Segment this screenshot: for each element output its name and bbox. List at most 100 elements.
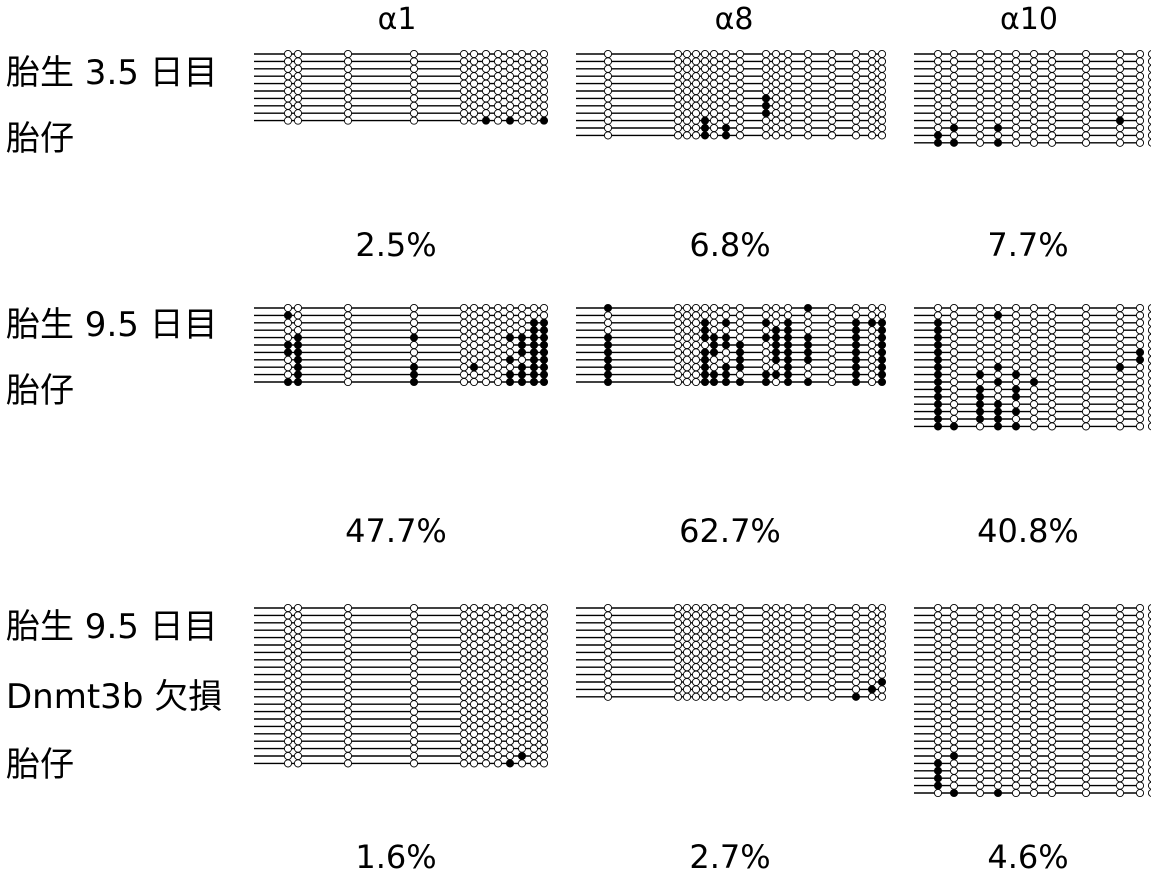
unmethylated-cpg (1047, 116, 1057, 125)
unmethylated-cpg (1135, 751, 1145, 761)
unmethylated-cpg (949, 340, 959, 350)
unmethylated-cpg (827, 333, 837, 342)
unmethylated-cpg (877, 655, 887, 664)
unmethylated-cpg (735, 326, 745, 335)
unmethylated-cpg (827, 377, 837, 387)
unmethylated-cpg (1047, 86, 1057, 96)
unmethylated-cpg (1011, 57, 1021, 66)
unmethylated-cpg (481, 603, 491, 613)
unmethylated-cpg (409, 64, 419, 73)
unmethylated-cpg (517, 670, 527, 679)
methylated-cpg (293, 363, 303, 372)
unmethylated-cpg (721, 311, 731, 320)
unmethylated-cpg (459, 311, 469, 320)
unmethylated-cpg (691, 670, 701, 679)
unmethylated-cpg (933, 744, 943, 753)
unmethylated-cpg (539, 109, 549, 118)
unmethylated-cpg (721, 648, 731, 657)
unmethylated-cpg (975, 94, 985, 103)
methylated-cpg (975, 407, 985, 416)
unmethylated-cpg (1147, 744, 1151, 753)
methylated-cpg (517, 363, 527, 372)
unmethylated-cpg (469, 700, 479, 709)
unmethylated-cpg (735, 648, 745, 657)
unmethylated-cpg (1135, 303, 1145, 313)
unmethylated-cpg (867, 640, 877, 650)
unmethylated-cpg (459, 116, 469, 125)
unmethylated-cpg (1115, 670, 1125, 679)
unmethylated-cpg (867, 648, 877, 657)
unmethylated-cpg (1135, 663, 1145, 672)
unmethylated-cpg (993, 685, 1003, 694)
unmethylated-cpg (1011, 729, 1021, 738)
unmethylated-cpg (505, 618, 515, 627)
unmethylated-cpg (761, 655, 771, 664)
unmethylated-cpg (1115, 759, 1125, 768)
unmethylated-cpg (691, 340, 701, 350)
unmethylated-cpg (1147, 752, 1151, 760)
methylated-cpg (293, 370, 303, 379)
unmethylated-cpg (691, 603, 701, 613)
unmethylated-cpg (1081, 109, 1091, 118)
unmethylated-cpg (691, 72, 701, 81)
unmethylated-cpg (933, 737, 943, 746)
unmethylated-cpg (721, 49, 731, 59)
unmethylated-cpg (1135, 86, 1145, 96)
methylated-cpg (283, 348, 293, 357)
unmethylated-cpg (700, 340, 710, 350)
unmethylated-cpg (783, 123, 793, 133)
unmethylated-cpg (827, 64, 837, 73)
unmethylated-cpg (409, 655, 419, 664)
unmethylated-cpg (517, 64, 527, 73)
unmethylated-cpg (735, 79, 745, 88)
unmethylated-cpg (993, 707, 1003, 716)
methylation-panel-e95-alpha10 (914, 303, 1151, 431)
unmethylated-cpg (700, 663, 710, 672)
unmethylated-cpg (517, 648, 527, 657)
unmethylated-cpg (1147, 655, 1151, 664)
unmethylated-cpg (949, 722, 959, 731)
unmethylated-cpg (529, 101, 539, 110)
unmethylated-cpg (1147, 641, 1151, 649)
unmethylated-cpg (709, 655, 719, 664)
unmethylated-cpg (673, 340, 683, 350)
unmethylated-cpg (505, 348, 515, 357)
methylated-cpg (933, 781, 943, 790)
unmethylated-cpg (709, 663, 719, 672)
unmethylated-cpg (1135, 72, 1145, 81)
unmethylated-cpg (771, 303, 781, 313)
unmethylated-cpg (283, 626, 293, 635)
unmethylated-cpg (283, 326, 293, 335)
methylated-cpg (293, 333, 303, 342)
unmethylated-cpg (735, 685, 745, 694)
unmethylated-cpg (827, 131, 837, 140)
unmethylated-cpg (529, 626, 539, 635)
unmethylated-cpg (975, 781, 985, 790)
unmethylated-cpg (1011, 744, 1021, 753)
unmethylated-cpg (529, 109, 539, 118)
methylated-cpg (867, 685, 877, 694)
unmethylated-cpg (1011, 94, 1021, 103)
unmethylated-cpg (493, 79, 503, 88)
unmethylated-cpg (343, 318, 353, 327)
unmethylated-cpg (933, 86, 943, 96)
unmethylated-cpg (949, 633, 959, 642)
unmethylated-cpg (975, 303, 985, 313)
unmethylated-cpg (1011, 109, 1021, 118)
unmethylated-cpg (517, 722, 527, 731)
unmethylated-cpg (409, 626, 419, 635)
unmethylated-cpg (877, 109, 887, 118)
unmethylated-cpg (481, 692, 491, 701)
unmethylated-cpg (539, 86, 549, 96)
unmethylated-cpg (459, 626, 469, 635)
percentage-dnmt3b-alpha8: 2.7% (689, 838, 771, 876)
unmethylated-cpg (975, 57, 985, 66)
unmethylated-cpg (505, 318, 515, 327)
unmethylated-cpg (949, 101, 959, 110)
unmethylated-cpg (949, 377, 959, 387)
unmethylated-cpg (1047, 714, 1057, 724)
unmethylated-cpg (975, 348, 985, 357)
unmethylated-cpg (1147, 715, 1151, 723)
unmethylated-cpg (469, 340, 479, 350)
unmethylated-cpg (1115, 611, 1125, 620)
